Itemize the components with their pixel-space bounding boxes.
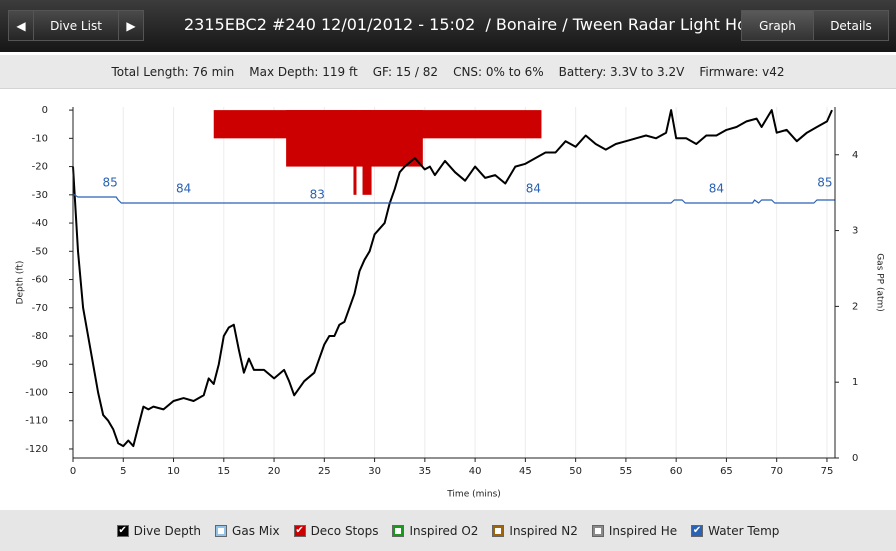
legend-item[interactable]: ✔ Deco Stops — [293, 523, 379, 538]
legend-label: Gas Mix — [232, 523, 280, 538]
temp-label: 84 — [709, 182, 724, 196]
dive-title: 2315EBC2 #240 12/01/2012 - 15:02 / Bonai… — [184, 15, 776, 34]
depth-line — [72, 109, 833, 448]
y-tick-label: -90 — [32, 359, 48, 370]
y2-tick-label: 0 — [852, 453, 858, 464]
legend-checkbox[interactable] — [215, 524, 228, 537]
y-tick-label: -80 — [32, 331, 48, 342]
deco-stop — [353, 110, 357, 195]
legend-item[interactable]: Gas Mix — [215, 524, 280, 538]
next-button[interactable]: ▶ — [118, 10, 144, 41]
dive-list-button[interactable]: Dive List — [33, 10, 119, 41]
x-tick-label: 75 — [821, 466, 834, 477]
y2-axis-label: Gas PP (atm) — [875, 253, 885, 312]
x-tick-label: 70 — [770, 466, 783, 477]
y2-tick-label: 2 — [852, 301, 858, 312]
legend-checkbox[interactable] — [492, 524, 505, 537]
prev-button[interactable]: ◀ — [8, 10, 34, 41]
legend: ✔ Dive Depth Gas Mix ✔ Deco Stops Inspired O2… — [0, 510, 896, 551]
x-tick-label: 0 — [70, 466, 76, 477]
x-tick-label: 10 — [167, 466, 180, 477]
legend-label: Inspired N2 — [509, 523, 578, 538]
x-axis-label: Time (mins) — [446, 490, 501, 500]
graph-tab[interactable]: Graph — [741, 10, 814, 41]
info-item: Total Length: 76 min — [111, 64, 235, 79]
x-tick-label: 25 — [318, 466, 331, 477]
legend-checkbox[interactable]: ✔ — [116, 524, 129, 537]
legend-checkbox[interactable] — [591, 524, 604, 537]
toolbar: ◀ Dive List ▶ 2315EBC2 #240 12/01/2012 -… — [0, 0, 896, 52]
x-tick-label: 5 — [120, 466, 126, 477]
legend-checkbox[interactable]: ✔ — [293, 524, 306, 537]
x-tick-label: 55 — [620, 466, 633, 477]
x-tick-label: 50 — [569, 466, 582, 477]
info-item: Max Depth: 119 ft — [249, 64, 358, 79]
y-tick-label: -50 — [32, 246, 48, 257]
y-tick-label: -100 — [25, 387, 48, 398]
temp-label: 83 — [310, 188, 325, 202]
y2-tick-label: 3 — [852, 226, 858, 237]
x-tick-label: 40 — [469, 466, 482, 477]
legend-item[interactable]: Inspired N2 — [492, 523, 578, 538]
y-tick-label: -40 — [32, 218, 48, 229]
legend-label: Inspired O2 — [409, 523, 479, 538]
info-item: Firmware: v42 — [699, 64, 785, 79]
info-item: Battery: 3.3V to 3.2V — [558, 64, 685, 79]
x-tick-label: 45 — [519, 466, 532, 477]
x-tick-label: 30 — [368, 466, 381, 477]
legend-label: Inspired He — [608, 523, 678, 538]
temp-label: 85 — [817, 176, 832, 190]
legend-item[interactable]: Inspired He — [591, 523, 678, 538]
y-tick-label: -70 — [32, 303, 48, 314]
temp-label: 84 — [176, 182, 191, 196]
legend-item[interactable]: ✔ Dive Depth — [116, 523, 202, 538]
y-tick-label: -110 — [25, 416, 48, 427]
temp-label: 85 — [103, 176, 118, 190]
y-tick-label: -60 — [32, 275, 48, 286]
legend-label: Dive Depth — [133, 523, 202, 538]
info-item: GF: 15 / 82 — [372, 64, 439, 79]
x-tick-label: 15 — [217, 466, 230, 477]
x-tick-label: 65 — [720, 466, 733, 477]
legend-item[interactable]: ✔ Water Temp — [691, 524, 779, 538]
legend-checkbox[interactable] — [392, 524, 405, 537]
y-axis-label: Depth (ft) — [16, 261, 26, 305]
y-tick-label: -30 — [32, 190, 48, 201]
x-tick-label: 20 — [268, 466, 281, 477]
info-bar: Total Length: 76 min Max Depth: 119 ft GF:… — [0, 55, 896, 89]
info-item: CNS: 0% to 6% — [453, 64, 544, 79]
y-tick-label: -120 — [25, 444, 48, 455]
deco-stop — [362, 110, 372, 195]
legend-label: Water Temp — [708, 523, 780, 538]
temp-label: 84 — [526, 182, 541, 196]
x-tick-label: 60 — [670, 466, 683, 477]
details-tab[interactable]: Details — [813, 10, 889, 41]
x-tick-label: 35 — [418, 466, 431, 477]
temp-line — [72, 193, 835, 204]
y-tick-label: -20 — [32, 162, 48, 173]
legend-item[interactable]: Inspired O2 — [392, 524, 478, 538]
legend-checkbox[interactable]: ✔ — [691, 524, 704, 537]
y2-tick-label: 1 — [852, 377, 858, 388]
y2-tick-label: 4 — [852, 150, 858, 161]
legend-label: Deco Stops — [310, 523, 379, 538]
y-tick-label: 0 — [42, 105, 48, 116]
y-tick-label: -10 — [32, 133, 48, 144]
chart: 0 5 10 15 20 25 30 35 40 45 50 55 60 65 70 750-10-20-30… — [16, 105, 885, 500]
